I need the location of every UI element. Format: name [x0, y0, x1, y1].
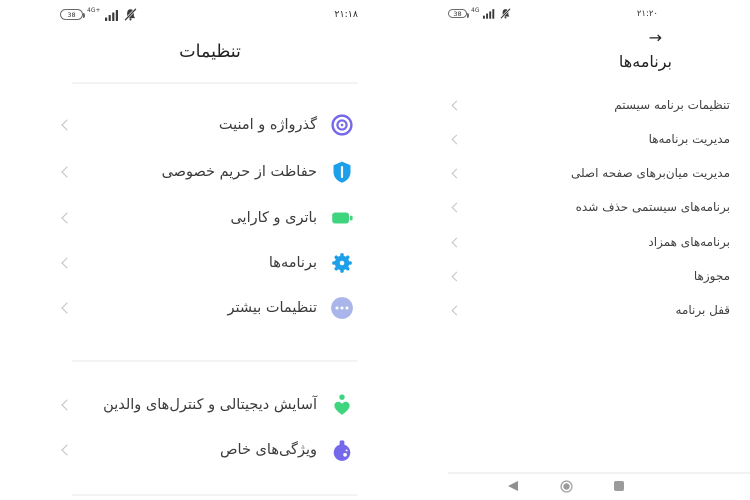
- battery-percent: 38: [67, 10, 76, 19]
- chevron-left-icon: [451, 202, 462, 212]
- signal-bars-icon: [104, 9, 118, 21]
- settings-item-digital-wellbeing[interactable]: آسایش دیجیتالی و کنترل‌های والدین: [60, 382, 358, 428]
- apps-item-home-shortcuts[interactable]: مدیریت میان‌برهای صفحه اصلی: [445, 158, 730, 188]
- signal-bars-icon: [483, 9, 495, 19]
- settings-item-label: ویژگی‌های خاص: [220, 442, 317, 458]
- battery-icon: [330, 206, 354, 230]
- mute-bell-icon: [500, 8, 512, 19]
- network-type-label: 4G: [471, 7, 480, 14]
- settings-item-label: تنظیمات بیشتر: [227, 300, 317, 316]
- apps-item-label: مدیریت میان‌برهای صفحه اصلی: [570, 166, 730, 180]
- apps-item-deleted-system-apps[interactable]: برنامه‌های سیستمی حذف شده: [445, 192, 730, 222]
- battery-indicator: 38: [448, 9, 469, 18]
- apps-item-label: مجوزها: [693, 269, 730, 283]
- settings-item-label: حفاظت از حریم خصوصی: [161, 164, 317, 180]
- back-arrow-button[interactable]: →: [648, 28, 662, 47]
- shield-icon: [330, 160, 354, 184]
- chevron-left-icon: [61, 399, 73, 411]
- gear-icon: [330, 251, 354, 275]
- chevron-left-icon: [61, 302, 73, 314]
- page-title: تنظیمات: [179, 42, 241, 62]
- android-nav-bar: [448, 472, 750, 500]
- apps-item-label: تنظیمات برنامه سیستم: [614, 98, 730, 112]
- mute-bell-icon: [123, 8, 137, 21]
- settings-item-apps[interactable]: برنامه‌ها: [60, 240, 358, 286]
- apps-item-label: مدیریت برنامه‌ها: [648, 132, 730, 146]
- apps-item-app-lock[interactable]: قفل برنامه: [445, 295, 730, 325]
- page-title: برنامه‌ها: [618, 52, 672, 71]
- chevron-left-icon: [61, 119, 73, 131]
- apps-item-system-app-settings[interactable]: تنظیمات برنامه سیستم: [445, 90, 730, 120]
- settings-item-label: گذرواژه و امنیت: [218, 117, 317, 133]
- clock-time: ۲۱:۱۸: [334, 9, 358, 20]
- divider: [72, 494, 358, 496]
- divider: [72, 82, 358, 84]
- chevron-left-icon: [451, 134, 462, 144]
- wellbeing-heart-icon: [330, 393, 354, 417]
- apps-item-permissions[interactable]: مجوزها: [445, 261, 730, 291]
- chevron-left-icon: [61, 444, 73, 456]
- chevron-left-icon: [451, 237, 462, 247]
- clock-time: ۲۱:۲۰: [636, 8, 658, 19]
- network-type-label: 4G+: [87, 7, 101, 14]
- apps-item-label: برنامه‌های سیستمی حذف شده: [575, 200, 730, 214]
- chevron-left-icon: [451, 271, 462, 281]
- settings-item-label: باتری و کارایی: [230, 210, 317, 226]
- apps-item-manage-apps[interactable]: مدیریت برنامه‌ها: [445, 124, 730, 154]
- settings-item-label: آسایش دیجیتالی و کنترل‌های والدین: [103, 397, 317, 413]
- settings-item-privacy[interactable]: حفاظت از حریم خصوصی: [60, 149, 358, 195]
- settings-item-label: برنامه‌ها: [268, 255, 317, 271]
- battery-percent: 38: [453, 9, 462, 18]
- nav-recents-icon[interactable]: [614, 481, 624, 491]
- right-status-bar: 38 4G ۲۱:۲۰: [448, 7, 658, 19]
- battery-indicator: 38: [60, 9, 85, 20]
- apps-item-label: برنامه‌های همزاد: [648, 235, 730, 249]
- more-dots-icon: [330, 296, 354, 320]
- chevron-left-icon: [61, 212, 73, 224]
- divider: [72, 360, 358, 362]
- settings-item-additional-settings[interactable]: تنظیمات بیشتر: [60, 285, 358, 331]
- nav-back-icon[interactable]: [508, 481, 518, 491]
- chevron-left-icon: [451, 168, 462, 178]
- chevron-left-icon: [61, 257, 73, 269]
- chevron-left-icon: [451, 305, 462, 315]
- settings-item-password-security[interactable]: گذرواژه و امنیت: [60, 102, 358, 148]
- left-status-bar: 38 4G+ ۲۱:۱۸: [60, 7, 358, 21]
- fingerprint-icon: [330, 113, 354, 137]
- settings-item-special-features[interactable]: ویژگی‌های خاص: [60, 427, 358, 473]
- chevron-left-icon: [451, 100, 462, 110]
- nav-home-icon[interactable]: [560, 478, 573, 497]
- apps-item-label: قفل برنامه: [675, 303, 730, 317]
- settings-item-battery-performance[interactable]: باتری و کارایی: [60, 195, 358, 241]
- apps-item-dual-apps[interactable]: برنامه‌های همزاد: [445, 227, 730, 257]
- chevron-left-icon: [61, 166, 73, 178]
- flask-icon: [330, 438, 354, 462]
